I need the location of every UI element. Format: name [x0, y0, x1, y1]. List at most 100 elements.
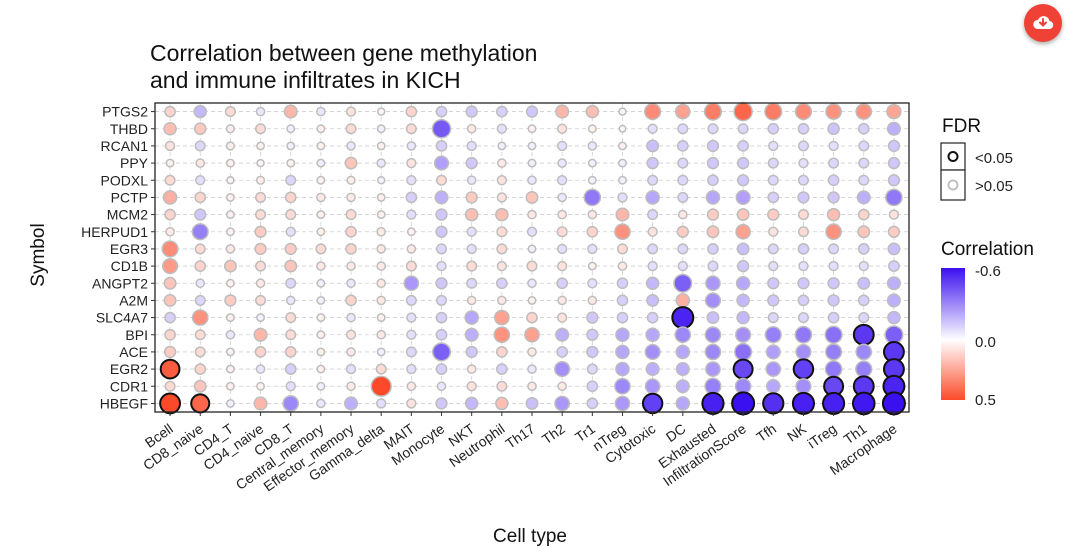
data-point [527, 141, 537, 151]
data-point [825, 343, 843, 361]
data-point [735, 326, 752, 343]
data-point [556, 175, 568, 186]
data-point [464, 396, 479, 411]
data-point [767, 294, 780, 307]
data-point [316, 313, 326, 323]
data-point [194, 208, 207, 221]
data-point [495, 207, 509, 222]
data-point [526, 260, 538, 272]
cloud-download-icon [1033, 16, 1054, 30]
data-point [644, 343, 661, 361]
data-point [195, 278, 206, 289]
data-point [466, 260, 478, 272]
data-point [706, 156, 720, 170]
data-point [704, 377, 722, 395]
data-point [496, 260, 508, 272]
data-point [826, 207, 841, 222]
data-point [557, 192, 567, 203]
data-point [316, 158, 326, 168]
x-tick-label: Th2 [539, 420, 568, 447]
y-tick-label: ACE [119, 344, 148, 360]
data-point [828, 140, 839, 152]
data-point [674, 103, 691, 120]
data-point [767, 122, 780, 135]
y-tick-label: PTGS2 [102, 104, 148, 120]
data-point [435, 208, 448, 221]
data-point [736, 208, 750, 222]
data-point [497, 141, 507, 151]
data-point [285, 209, 297, 221]
data-point [645, 276, 660, 291]
data-point [556, 312, 568, 323]
data-point [674, 326, 692, 344]
data-point [614, 395, 631, 412]
data-point [707, 243, 719, 255]
data-point [647, 174, 659, 186]
colorbar-tick-label: 0.5 [975, 392, 996, 409]
data-point [527, 381, 537, 392]
data-point [644, 378, 661, 395]
data-point [315, 243, 327, 255]
data-point [797, 140, 809, 152]
data-point [496, 243, 508, 255]
data-point [703, 102, 723, 121]
data-point [286, 124, 296, 134]
data-point [256, 381, 266, 391]
data-point [615, 344, 630, 360]
data-point [736, 310, 750, 325]
data-point [856, 190, 871, 205]
data-point [464, 310, 479, 325]
data-point [828, 243, 840, 255]
data-point [224, 106, 236, 118]
data-point [253, 396, 268, 411]
data-point [706, 311, 720, 325]
data-point [614, 377, 631, 395]
data-point [496, 123, 508, 134]
data-point [376, 176, 386, 185]
data-point [405, 346, 417, 358]
data-point [316, 347, 326, 357]
data-point [225, 329, 236, 340]
data-point [556, 226, 568, 238]
data-point [701, 391, 725, 415]
data-point [586, 363, 598, 375]
data-point [497, 295, 507, 306]
data-point [283, 104, 298, 119]
data-point [557, 209, 567, 220]
data-point [162, 190, 178, 205]
data-point [827, 122, 840, 136]
data-point [647, 123, 658, 134]
data-point [194, 363, 207, 375]
y-tick-label: MCM2 [107, 207, 148, 223]
data-point [285, 277, 297, 289]
data-point [284, 346, 297, 358]
x-tick-label: Tfh [753, 420, 779, 445]
data-point [827, 277, 840, 290]
data-point [827, 294, 840, 307]
data-point [765, 361, 782, 377]
data-point [707, 260, 719, 272]
y-tick-label: SLC4A7 [96, 310, 148, 326]
data-point [376, 295, 387, 306]
data-point [345, 363, 357, 375]
download-button[interactable] [1024, 4, 1062, 42]
data-point [316, 295, 326, 305]
data-point [527, 244, 537, 254]
data-point [797, 294, 810, 307]
data-point [855, 103, 873, 120]
data-point [586, 380, 599, 393]
data-point [706, 139, 720, 153]
legend: FDR <0.05 >0.05 Correlation -0.6 0.0 0.5 [940, 116, 1034, 409]
data-point [225, 381, 235, 391]
data-point [887, 174, 901, 187]
data-point [675, 293, 691, 308]
fdr-legend-title: FDR [942, 116, 981, 137]
data-point [255, 209, 267, 221]
data-point [225, 227, 235, 237]
data-point [464, 327, 479, 342]
data-point [466, 295, 477, 306]
data-point [255, 106, 266, 117]
data-point [406, 227, 416, 237]
data-point [825, 103, 842, 120]
data-point [557, 158, 567, 168]
